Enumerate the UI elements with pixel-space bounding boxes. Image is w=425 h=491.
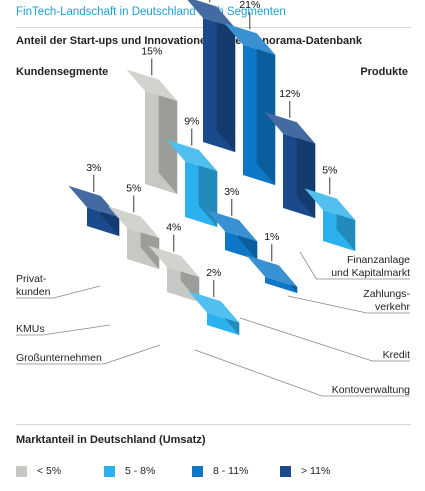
value-label: 1%	[264, 231, 279, 243]
bar-top-face	[126, 69, 178, 102]
legend-label: 5 - 8%	[125, 465, 156, 477]
bar-top-face	[68, 185, 120, 218]
bar-kmus-kredit	[206, 209, 258, 261]
legend-swatch	[16, 465, 27, 477]
customer-segments-heading: Kundensegmente	[16, 66, 109, 78]
bar-front-face	[225, 231, 258, 261]
bar-top-face	[304, 188, 356, 221]
bar-top-face	[264, 112, 316, 144]
product-leader-line	[287, 295, 410, 314]
customer-leader-line	[16, 344, 161, 365]
legend-label: > 11%	[301, 465, 331, 477]
legend-label: < 5%	[37, 465, 62, 477]
value-label: 9%	[184, 116, 199, 128]
product-leader-line	[239, 317, 410, 362]
bar-top-face	[166, 139, 218, 172]
bar-gro-unternehmen-finanzanlage-und-kapitalmarkt	[68, 185, 120, 237]
customer-segment-label: Großunternehmen	[16, 352, 102, 364]
product-segment-label: verkehr	[375, 301, 411, 313]
customer-segment-label: Privat-	[16, 273, 47, 285]
bar-privat-kunden-kontoverwaltung	[304, 188, 356, 252]
legend-label: 8 - 11%	[213, 465, 249, 477]
value-label: 2%	[206, 267, 221, 279]
bar-side-face	[216, 6, 236, 153]
value-label: 5%	[322, 164, 337, 176]
bar-top-face	[246, 255, 298, 287]
bar-kmus-finanzanlage-und-kapitalmarkt	[126, 69, 178, 195]
bar-top-face	[206, 209, 258, 242]
bar-top-face	[187, 0, 236, 29]
product-segment-label: Kontoverwaltung	[332, 384, 410, 396]
bar-chart-3d: 20%21%15%12%9%3%5%3%5%1%4%2%Privat-kunde…	[16, 0, 411, 397]
bar-kmus-kontoverwaltung	[246, 255, 298, 294]
product-leader-line	[194, 349, 410, 397]
customer-segment-label: kunden	[16, 286, 51, 298]
legend-swatch	[192, 465, 203, 477]
bar-gro-unternehmen-zahlungs-verkehr	[108, 206, 160, 270]
bar-top-face	[188, 291, 240, 323]
value-label: 3%	[86, 162, 101, 174]
legend-item-under-5: < 5%	[16, 465, 104, 477]
legend-item-8-11: 8 - 11%	[192, 465, 280, 477]
value-label: 5%	[126, 182, 141, 194]
customer-segment-label: KMUs	[16, 323, 45, 335]
product-leader-line	[299, 251, 410, 280]
value-label: 15%	[141, 45, 162, 57]
product-segment-label: und Kapitalmarkt	[331, 267, 410, 279]
bar-gro-unternehmen-kontoverwaltung	[188, 291, 240, 336]
legend-item-over-11: > 11%	[280, 465, 368, 477]
value-label: 3%	[224, 186, 239, 198]
product-segment-label: Zahlungs-	[363, 288, 410, 300]
bar-top-face	[148, 245, 200, 278]
bar-top-face	[224, 23, 276, 55]
chart-subtitle: Anteil der Start-ups und Innovationen in…	[16, 35, 362, 47]
value-label: 4%	[166, 222, 181, 234]
legend-item-5-8: 5 - 8%	[104, 465, 192, 477]
bar-front-face	[265, 276, 298, 294]
bar-side-face	[256, 33, 276, 186]
product-segment-label: Finanzanlage	[347, 254, 410, 266]
bar-kmus-zahlungs-verkehr	[166, 139, 218, 228]
bar-front-face	[207, 312, 240, 336]
legend-swatch	[280, 465, 291, 477]
value-label: 12%	[279, 88, 300, 100]
value-label: 21%	[239, 0, 260, 11]
bar-privat-kunden-finanzanlage-und-kapitalmarkt	[187, 0, 236, 153]
bar-privat-kunden-zahlungs-verkehr	[224, 23, 276, 186]
legend-title: Marktanteil in Deutschland (Umsatz)	[16, 434, 206, 446]
legend: < 5% 5 - 8% 8 - 11% > 11%	[16, 465, 368, 477]
bar-front-face	[87, 207, 120, 237]
bar-side-face	[158, 79, 178, 195]
legend-swatch	[104, 465, 115, 477]
customer-leader-line	[16, 324, 111, 336]
legend-divider	[16, 424, 411, 425]
customer-leader-line	[16, 285, 101, 299]
products-heading: Produkte	[360, 66, 408, 78]
bar-top-face	[108, 206, 160, 239]
product-segment-label: Kredit	[383, 349, 411, 361]
